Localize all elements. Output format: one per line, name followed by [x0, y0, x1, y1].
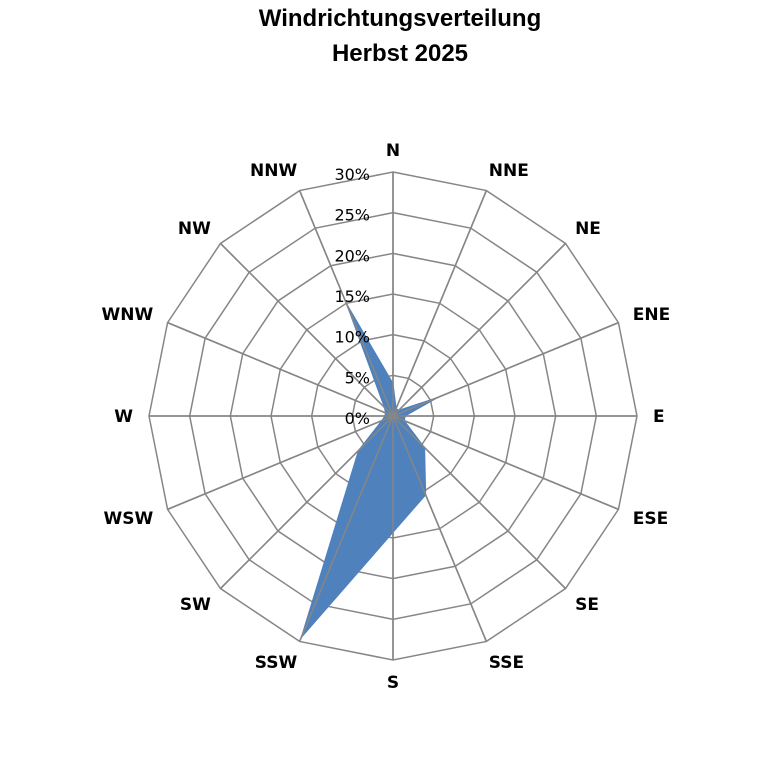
category-label-W: W [114, 407, 133, 427]
category-label-ESE: ESE [633, 509, 668, 529]
category-label-SW: SW [180, 595, 211, 615]
grid-spoke-overlay [392, 321, 619, 417]
grid-spoke-overlay [167, 415, 394, 511]
grid-spoke-overlay [392, 190, 488, 417]
grid-spoke-overlay [298, 415, 394, 642]
category-label-S: S [387, 673, 399, 693]
category-label-NE: NE [575, 219, 601, 239]
category-label-SSE: SSE [489, 653, 524, 673]
tick-label: 0% [345, 409, 370, 428]
tick-label: 10% [334, 328, 370, 347]
grid-spoke-overlay [219, 415, 394, 590]
grid-spoke-overlay [392, 415, 619, 511]
category-label-WNW: WNW [102, 305, 154, 325]
category-label-WSW: WSW [103, 509, 153, 529]
tick-label: 15% [334, 287, 370, 306]
grid-spoke-overlay [392, 415, 488, 642]
tick-label: 5% [345, 368, 370, 387]
tick-label: 30% [334, 165, 370, 184]
category-label-SSW: SSW [255, 653, 298, 673]
grid-spoke-overlay [392, 242, 567, 417]
category-label-ENE: ENE [633, 305, 670, 325]
grid-spoke-overlay [219, 242, 394, 417]
category-label-E: E [653, 407, 665, 427]
chart-title: Windrichtungsverteilung [258, 5, 542, 32]
tick-label: 20% [334, 246, 370, 265]
category-label-NNW: NNW [250, 161, 297, 181]
grid-spoke-overlay [167, 321, 394, 417]
chart-subtitle: Herbst 2025 [331, 40, 469, 67]
category-label-N: N [386, 141, 400, 161]
grid-spoke-overlay [392, 415, 567, 590]
category-label-NNE: NNE [489, 161, 529, 181]
category-label-NW: NW [178, 219, 211, 239]
category-label-SE: SE [575, 595, 599, 615]
tick-label: 25% [334, 206, 370, 225]
